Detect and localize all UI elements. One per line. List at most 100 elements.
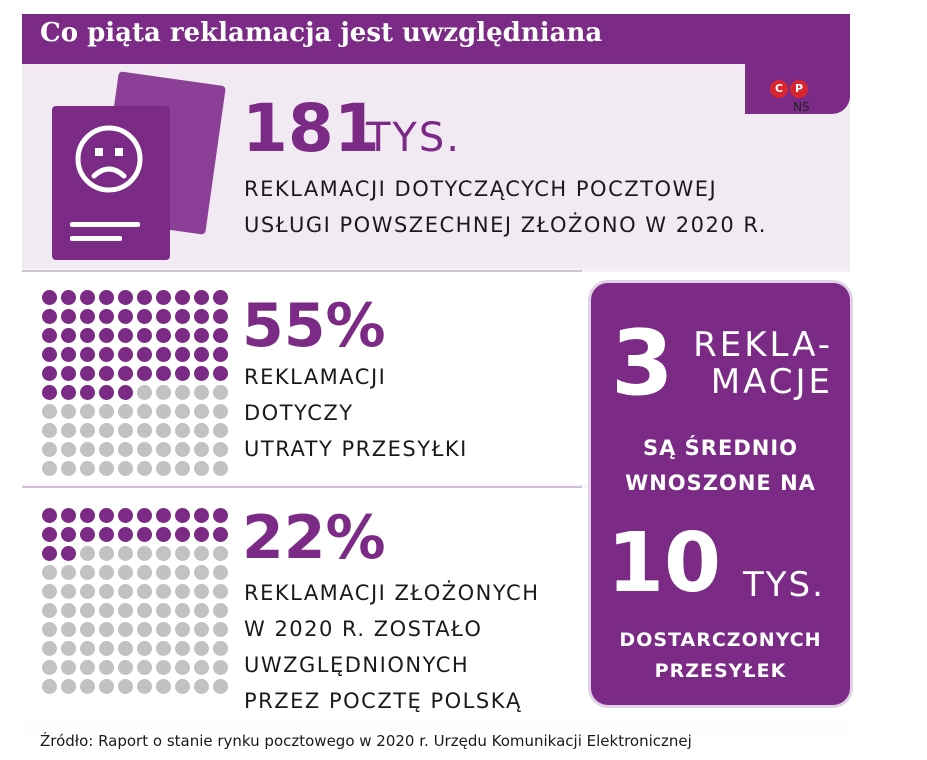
- stat-55-line2: DOTYCZY: [244, 401, 354, 425]
- dot-empty: [42, 584, 57, 599]
- dot-filled: [156, 527, 171, 542]
- dot-empty: [194, 423, 209, 438]
- dot-filled: [80, 309, 95, 324]
- dot-empty: [156, 622, 171, 637]
- dot-grid-55: [42, 290, 230, 478]
- dot-filled: [137, 290, 152, 305]
- dot-filled: [99, 347, 114, 362]
- callout-mid-text: SĄ ŚREDNIO WNOSZONE NA: [591, 431, 850, 500]
- stat-22-line4: PRZEZ POCZTĘ POLSKĄ: [244, 689, 522, 713]
- dot-filled: [118, 290, 133, 305]
- callout-bottom-text: DOSTARCZONYCH PRZESYŁEK: [591, 625, 850, 688]
- callout-mid-line1: SĄ ŚREDNIO: [642, 436, 798, 460]
- dot-empty: [61, 461, 76, 476]
- dot-empty: [42, 461, 57, 476]
- stat-181-unit: TYS.: [366, 115, 461, 161]
- dot-filled: [175, 328, 190, 343]
- dot-filled: [80, 527, 95, 542]
- dot-empty: [213, 404, 228, 419]
- dot-filled: [42, 366, 57, 381]
- title-bar: [22, 14, 850, 64]
- stat-22-line1: REKLAMACJI ZŁOŻONYCH: [244, 581, 540, 605]
- dot-empty: [118, 461, 133, 476]
- logo-c-icon: C: [770, 80, 788, 98]
- dot-empty: [175, 622, 190, 637]
- dot-empty: [194, 679, 209, 694]
- dot-empty: [118, 423, 133, 438]
- dot-empty: [99, 622, 114, 637]
- stat-22-value: 22%: [242, 503, 386, 573]
- dot-empty: [194, 565, 209, 580]
- dot-filled: [194, 347, 209, 362]
- dot-empty: [194, 442, 209, 457]
- dot-filled: [194, 309, 209, 324]
- dot-empty: [213, 423, 228, 438]
- dot-filled: [99, 309, 114, 324]
- dot-empty: [137, 442, 152, 457]
- dot-filled: [42, 309, 57, 324]
- dot-filled: [175, 508, 190, 523]
- dot-empty: [137, 565, 152, 580]
- dot-empty: [99, 679, 114, 694]
- dot-empty: [80, 423, 95, 438]
- dot-filled: [42, 546, 57, 561]
- dot-empty: [118, 622, 133, 637]
- dot-filled: [61, 508, 76, 523]
- dot-empty: [175, 603, 190, 618]
- dot-filled: [80, 366, 95, 381]
- dot-empty: [213, 584, 228, 599]
- dot-filled: [80, 328, 95, 343]
- dot-empty: [42, 641, 57, 656]
- dot-empty: [80, 660, 95, 675]
- document-line: [70, 236, 122, 241]
- dot-empty: [80, 679, 95, 694]
- dot-empty: [213, 385, 228, 400]
- dot-empty: [99, 461, 114, 476]
- dot-filled: [61, 328, 76, 343]
- stat-181-line2: USŁUGI POWSZECHNEJ ZŁOŻONO W 2020 R.: [244, 213, 767, 237]
- dot-empty: [61, 565, 76, 580]
- dot-empty: [213, 641, 228, 656]
- dot-filled: [194, 366, 209, 381]
- dot-empty: [194, 385, 209, 400]
- dot-empty: [156, 584, 171, 599]
- dot-empty: [137, 679, 152, 694]
- dot-filled: [137, 527, 152, 542]
- dot-empty: [61, 622, 76, 637]
- dot-grid-22: [42, 508, 230, 696]
- dot-empty: [137, 461, 152, 476]
- callout-unit-top: REKLA- MACJE: [683, 326, 833, 402]
- dot-empty: [156, 660, 171, 675]
- dot-filled: [156, 290, 171, 305]
- dot-empty: [156, 461, 171, 476]
- dot-empty: [175, 641, 190, 656]
- dot-filled: [99, 508, 114, 523]
- dot-empty: [194, 546, 209, 561]
- dot-empty: [137, 603, 152, 618]
- source-note: Źródło: Raport o stanie rynku pocztowego…: [40, 732, 692, 750]
- dot-empty: [80, 442, 95, 457]
- dot-filled: [156, 328, 171, 343]
- dot-empty: [175, 679, 190, 694]
- dot-empty: [99, 546, 114, 561]
- dot-empty: [213, 546, 228, 561]
- dot-filled: [175, 347, 190, 362]
- dot-empty: [42, 423, 57, 438]
- dot-filled: [42, 385, 57, 400]
- dot-empty: [99, 660, 114, 675]
- dot-empty: [99, 603, 114, 618]
- dot-empty: [80, 565, 95, 580]
- dot-filled: [80, 385, 95, 400]
- dot-empty: [99, 584, 114, 599]
- dot-filled: [175, 527, 190, 542]
- dot-empty: [156, 641, 171, 656]
- dot-empty: [175, 385, 190, 400]
- dot-empty: [42, 603, 57, 618]
- dot-empty: [175, 565, 190, 580]
- dot-filled: [137, 328, 152, 343]
- dot-empty: [194, 584, 209, 599]
- dot-empty: [61, 442, 76, 457]
- stat-22-line3: UWZGLĘDNIONYCH: [244, 653, 470, 677]
- dot-empty: [61, 641, 76, 656]
- stat-181-line1: REKLAMACJI DOTYCZĄCYCH POCZTOWEJ: [244, 177, 718, 201]
